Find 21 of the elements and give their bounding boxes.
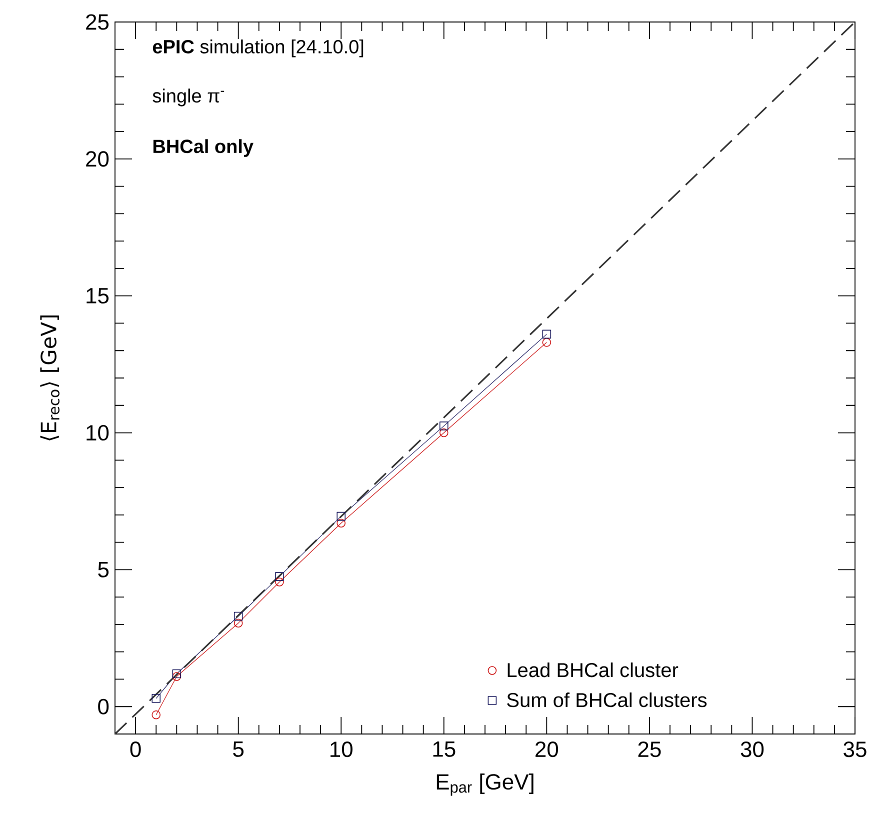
legend-label: Lead BHCal cluster [508, 662, 678, 678]
x-tick-label: 0 [130, 742, 141, 758]
x-tick-label: 5 [233, 742, 244, 757]
legend-label: Sum of BHCal clusters [507, 692, 707, 708]
y-tick-label: 0 [98, 698, 109, 714]
x-tick-label: 30 [740, 742, 764, 758]
y-tick-label: 10 [86, 424, 109, 441]
x-tick-label: 35 [844, 742, 866, 758]
x-axis-title: E$_{par}$ [GeV] [436, 774, 534, 796]
x-tick-label: 15 [433, 742, 456, 757]
annotation: ePIC simulation [24.10.0] [152, 39, 364, 58]
y-tick-label: 20 [86, 151, 109, 167]
y-axis-title: ⟨E$_{reco}$⟩ [GeV] [40, 316, 60, 440]
annotation: single π$^{-}$ [152, 88, 224, 106]
x-tick-label: 20 [536, 742, 558, 758]
x-tick-label: 10 [330, 742, 352, 758]
y-tick-label: 15 [86, 288, 109, 304]
annotation: BHCal only [153, 139, 254, 157]
x-tick-label: 25 [638, 742, 661, 758]
y-tick-label: 5 [98, 562, 109, 578]
y-tick-label: 25 [86, 14, 109, 30]
